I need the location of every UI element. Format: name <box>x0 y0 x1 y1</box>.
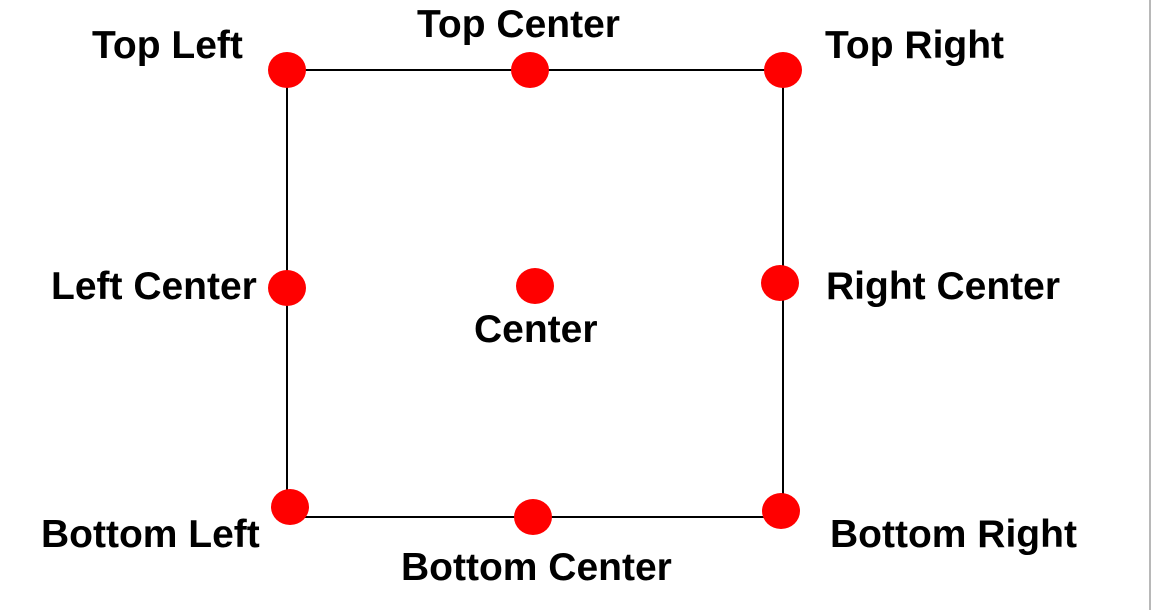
label-bottom-center: Bottom Center <box>401 546 672 589</box>
label-top-left: Top Left <box>92 24 243 67</box>
label-left-center: Left Center <box>51 265 257 308</box>
point-bottom-center <box>514 499 552 535</box>
point-top-right <box>764 52 802 88</box>
label-bottom-left: Bottom Left <box>41 513 260 556</box>
label-center: Center <box>474 308 598 351</box>
label-bottom-right: Bottom Right <box>830 513 1077 556</box>
point-top-left <box>268 52 306 88</box>
point-top-center <box>511 52 549 88</box>
point-bottom-right <box>762 493 800 529</box>
point-center <box>516 268 554 304</box>
point-right-center <box>761 265 799 301</box>
right-edge-border <box>1149 0 1151 610</box>
label-right-center: Right Center <box>826 265 1060 308</box>
point-left-center <box>268 270 306 306</box>
label-top-center: Top Center <box>417 3 620 46</box>
label-top-right: Top Right <box>825 24 1004 67</box>
point-bottom-left <box>271 489 309 525</box>
